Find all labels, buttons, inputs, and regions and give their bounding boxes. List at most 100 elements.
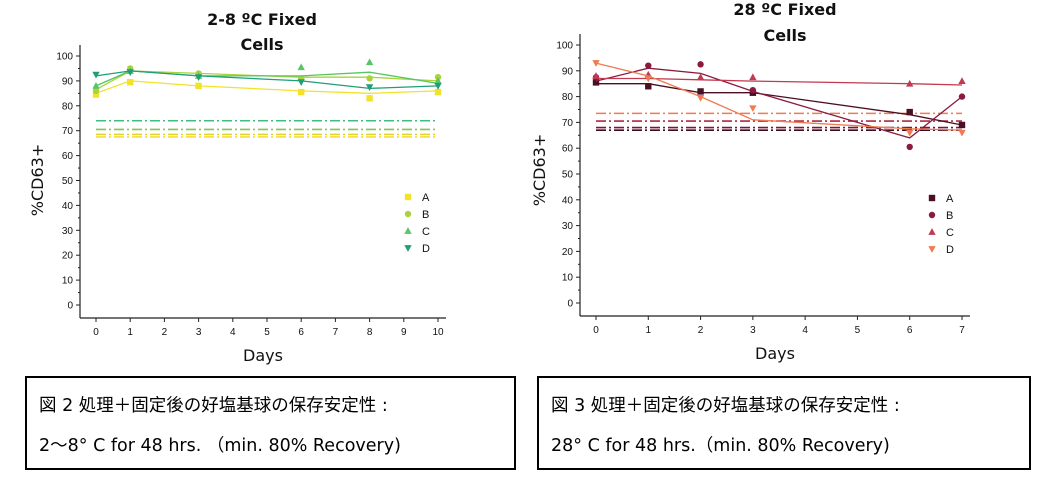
x-tick-label: 4: [802, 325, 808, 336]
series-d: [92, 69, 442, 91]
x-tick-label: 10: [432, 327, 444, 338]
y-tick-label: 60: [62, 151, 74, 162]
x-tick-label: 2: [698, 325, 704, 336]
y-axis-label: %CD63+: [530, 134, 549, 206]
caption-figure-3: 図 3 処理＋固定後の好塩基球の保存安定性 : 28° C for 48 hrs…: [537, 376, 1031, 470]
data-point: [958, 129, 966, 137]
data-point: [906, 143, 913, 151]
data-point: [298, 88, 305, 96]
y-tick-label: 70: [562, 118, 574, 129]
x-tick-label: 7: [333, 327, 339, 338]
data-point: [749, 86, 757, 94]
y-tick-label: 60: [562, 144, 574, 155]
series-line: [95, 70, 439, 90]
series-line: [95, 80, 439, 94]
chart-title-line: 28 ºC Fixed: [733, 0, 836, 19]
y-tick-label: 0: [67, 301, 73, 312]
chart-title-line: Cells: [240, 35, 283, 54]
legend-label: D: [422, 243, 430, 255]
legend-marker: [404, 210, 412, 218]
legend-label: C: [946, 227, 954, 239]
x-tick-label: 1: [646, 325, 652, 336]
series-line: [595, 62, 963, 131]
x-tick-label: 5: [855, 325, 861, 336]
y-tick-label: 40: [562, 195, 574, 206]
y-tick-label: 90: [562, 66, 574, 77]
y-tick-label: 80: [562, 92, 574, 103]
series-c: [92, 58, 442, 89]
x-tick-label: 9: [401, 327, 407, 338]
y-axis-label: %CD63+: [28, 144, 47, 216]
data-point: [697, 61, 704, 68]
y-tick-label: 80: [62, 101, 74, 112]
data-point: [906, 79, 914, 87]
y-tick-label: 10: [62, 276, 74, 287]
data-point: [126, 69, 134, 77]
data-point: [92, 91, 100, 98]
data-point: [592, 60, 600, 67]
x-axis-label: Days: [243, 346, 283, 365]
x-tick-label: 3: [750, 325, 756, 336]
data-point: [434, 77, 442, 84]
caption-figure-2: 図 2 処理＋固定後の好塩基球の保存安定性 : 2～8° C for 48 hr…: [25, 376, 516, 470]
data-point: [958, 121, 966, 129]
caption-line-2: 28° C for 48 hrs.（min. 80% Recovery): [551, 436, 890, 456]
series-line: [596, 77, 963, 86]
y-tick-label: 20: [562, 247, 574, 258]
caption-line-1: 図 3 処理＋固定後の好塩基球の保存安定性 :: [551, 396, 900, 416]
data-point: [366, 75, 373, 82]
series-line: [95, 70, 439, 87]
data-point: [644, 75, 652, 83]
data-point: [92, 82, 100, 89]
legend-label: B: [422, 209, 429, 221]
data-point: [365, 58, 374, 66]
data-point: [697, 88, 704, 95]
y-tick-label: 100: [556, 41, 573, 52]
data-point: [366, 95, 373, 102]
x-tick-label: 4: [230, 327, 236, 338]
legend-marker: [404, 245, 412, 252]
data-point: [297, 79, 305, 86]
y-tick-label: 0: [567, 299, 573, 310]
y-tick-label: 30: [62, 226, 74, 237]
x-tick-label: 1: [127, 327, 133, 338]
series-line: [595, 67, 963, 139]
data-point: [434, 88, 442, 96]
series-a: [92, 78, 442, 102]
legend-label: B: [946, 210, 953, 222]
y-tick-label: 50: [562, 170, 574, 181]
chart-2-8c-fixed-cells: 2-8 ºC Fixed Cells 0 10 20 30 40 50 60 70 80 90 100 0…: [28, 10, 446, 365]
chart-28c-fixed-cells: 28 ºC Fixed Cells 0 10 20 30 40 50 60 70 80 90 100 0 1…: [530, 0, 970, 363]
data-point: [434, 83, 442, 90]
chart-title-line: 2-8 ºC Fixed: [207, 10, 317, 29]
data-point: [958, 93, 966, 100]
data-point: [906, 129, 914, 137]
y-tick-label: 20: [62, 251, 74, 262]
x-tick-label: 3: [196, 327, 202, 338]
data-point: [958, 77, 966, 84]
legend-label: A: [946, 193, 954, 205]
y-tick-label: 90: [62, 76, 74, 87]
x-tick-label: 7: [959, 325, 965, 336]
data-point: [365, 84, 374, 91]
legend-marker: [928, 246, 936, 253]
series-d: [592, 60, 966, 137]
legend-marker: [404, 227, 412, 234]
data-point: [127, 78, 134, 86]
data-point: [195, 82, 202, 90]
data-point: [194, 74, 203, 82]
y-tick-label: 100: [56, 52, 73, 63]
x-tick-label: 6: [907, 325, 913, 336]
x-tick-label: 5: [264, 327, 270, 338]
legend-marker: [928, 194, 936, 202]
legend-marker: [928, 228, 936, 235]
y-tick-label: 40: [62, 201, 74, 212]
x-tick-label: 6: [298, 327, 304, 338]
y-tick-label: 50: [62, 176, 74, 187]
x-tick-label: 2: [162, 327, 168, 338]
data-point: [645, 62, 652, 69]
legend-label: A: [422, 192, 430, 204]
y-tick-label: 10: [562, 273, 574, 284]
